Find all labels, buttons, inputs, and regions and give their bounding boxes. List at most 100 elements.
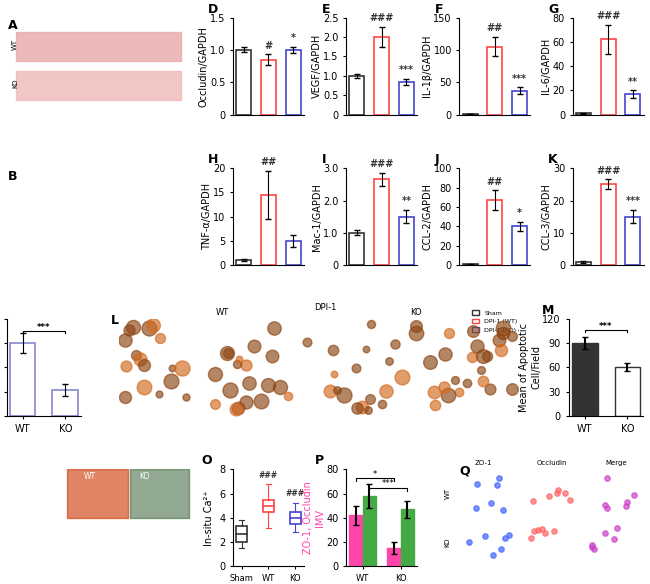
Point <box>599 528 610 537</box>
Point <box>430 400 440 409</box>
Text: ZO-1: ZO-1 <box>474 460 492 467</box>
Point <box>495 545 506 554</box>
Bar <box>576 262 591 265</box>
Point <box>283 391 293 401</box>
Y-axis label: TNF-α/GAPDH: TNF-α/GAPDH <box>202 183 212 251</box>
Text: N: N <box>8 470 19 484</box>
Text: WT: WT <box>445 488 450 499</box>
Point <box>507 332 517 341</box>
Y-axis label: IL-1β/GAPDH: IL-1β/GAPDH <box>422 35 432 98</box>
Bar <box>601 185 616 265</box>
Point <box>249 341 259 350</box>
Text: ##: ## <box>487 23 503 33</box>
Point <box>263 381 274 390</box>
Point <box>602 474 612 483</box>
Text: *: * <box>373 470 377 479</box>
Point <box>352 403 362 412</box>
Text: WT: WT <box>215 308 229 317</box>
Point <box>233 403 243 412</box>
Point <box>499 534 510 543</box>
Bar <box>16 32 181 61</box>
Bar <box>286 241 300 265</box>
Text: G: G <box>548 3 558 16</box>
Point <box>411 321 422 331</box>
Text: E: E <box>322 3 330 16</box>
Text: DPI-1: DPI-1 <box>314 303 336 312</box>
Point <box>629 491 639 500</box>
Point <box>440 349 450 359</box>
Text: Q: Q <box>460 464 470 478</box>
Bar <box>350 76 364 114</box>
Point <box>244 378 254 387</box>
Point <box>366 320 376 329</box>
Point <box>473 480 483 489</box>
Point <box>222 349 233 358</box>
Point <box>439 383 449 392</box>
Point <box>454 388 465 397</box>
Bar <box>399 82 414 114</box>
Point <box>255 397 266 406</box>
Point <box>397 373 408 382</box>
Point <box>467 352 477 361</box>
Point <box>533 525 543 534</box>
Point <box>497 328 508 338</box>
Point <box>491 480 502 489</box>
Point <box>233 354 244 364</box>
Point <box>153 389 164 398</box>
Point <box>443 390 453 399</box>
Point <box>473 342 483 351</box>
Bar <box>488 200 502 265</box>
Text: ###: ### <box>369 159 394 169</box>
Bar <box>363 496 376 566</box>
Point <box>167 363 177 373</box>
Text: *: * <box>291 33 296 43</box>
Point <box>120 392 130 402</box>
Text: H: H <box>208 153 218 166</box>
Point <box>564 495 575 505</box>
Point <box>363 405 373 415</box>
Point <box>611 523 621 533</box>
Point <box>551 488 562 498</box>
Point <box>553 485 564 495</box>
Text: F: F <box>435 3 443 16</box>
Point <box>128 322 138 332</box>
Point <box>444 328 454 338</box>
Bar <box>374 37 389 114</box>
Point <box>621 498 632 507</box>
Point <box>463 537 474 547</box>
Text: I: I <box>322 153 326 166</box>
Point <box>484 384 495 394</box>
Bar <box>290 512 300 524</box>
Text: M: M <box>542 304 554 317</box>
Point <box>411 328 421 337</box>
Y-axis label: CCL-3/GAPDH: CCL-3/GAPDH <box>541 183 551 250</box>
Bar <box>601 39 616 114</box>
Point <box>543 491 554 500</box>
Bar <box>350 516 363 566</box>
Point <box>425 357 436 367</box>
Y-axis label: Mean of Apoptotic
Cell/Field: Mean of Apoptotic Cell/Field <box>519 323 541 412</box>
Y-axis label: In-situ Ca²⁺: In-situ Ca²⁺ <box>203 490 214 545</box>
Point <box>476 365 487 374</box>
Text: D: D <box>208 3 218 16</box>
Point <box>269 323 280 332</box>
Point <box>325 387 335 396</box>
Y-axis label: CCL-2/GAPDH: CCL-2/GAPDH <box>422 183 432 250</box>
Point <box>498 323 508 332</box>
Point <box>176 364 187 373</box>
Point <box>131 351 141 360</box>
Y-axis label: Occludin/GAPDH: Occludin/GAPDH <box>199 26 209 106</box>
Text: ***: *** <box>382 479 395 488</box>
Point <box>468 326 478 336</box>
Text: ###: ### <box>285 489 305 498</box>
Text: ***: *** <box>599 322 613 331</box>
Text: ***: *** <box>625 196 640 206</box>
Text: KO: KO <box>445 537 450 547</box>
Text: K: K <box>548 153 558 166</box>
Point <box>526 533 537 543</box>
Point <box>608 534 619 544</box>
Point <box>482 351 492 360</box>
Point <box>328 345 338 354</box>
Bar <box>286 50 300 114</box>
Point <box>120 335 131 345</box>
